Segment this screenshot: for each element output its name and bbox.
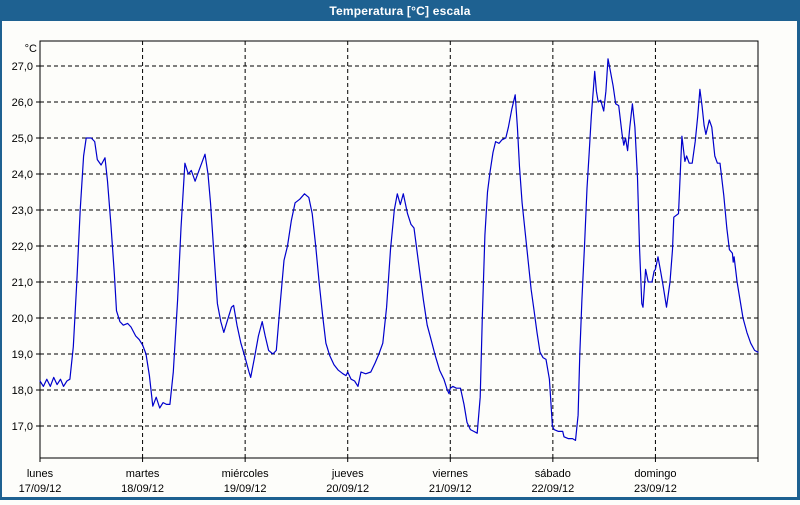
temperature-line xyxy=(39,58,759,441)
window-frame-left xyxy=(0,0,2,500)
y-axis-tick-label: 27,0 xyxy=(12,61,33,73)
y-axis-tick-label: 20,0 xyxy=(12,313,33,325)
x-axis-day-label: sábado xyxy=(535,468,571,480)
x-axis-date-label: 22/09/12 xyxy=(531,483,574,495)
x-axis-day-label: miércoles xyxy=(222,468,270,480)
y-axis-tick-label: 19,0 xyxy=(12,349,33,361)
y-axis-tick-label: 24,0 xyxy=(12,169,33,181)
window-frame-right xyxy=(797,0,800,500)
y-axis-tick-label: 23,0 xyxy=(12,205,33,217)
y-axis-tick-label: 18,0 xyxy=(12,385,33,397)
x-axis-date-label: 23/09/12 xyxy=(634,483,677,495)
x-axis-day-label: domingo xyxy=(634,468,676,480)
y-axis-tick-label: 26,0 xyxy=(12,97,33,109)
x-axis-date-label: 20/09/12 xyxy=(326,483,369,495)
x-axis-day-label: martes xyxy=(126,468,160,480)
x-axis-date-label: 19/09/12 xyxy=(224,483,267,495)
window-title: Temperatura [°C] escala xyxy=(329,3,471,18)
y-axis-tick-label: 25,0 xyxy=(12,133,33,145)
x-axis-day-label: jueves xyxy=(331,468,364,480)
x-axis-date-label: 18/09/12 xyxy=(121,483,164,495)
window-frame-bottom xyxy=(0,497,800,500)
y-axis-tick-label: 22,0 xyxy=(12,241,33,253)
y-axis-tick-label: 17,0 xyxy=(12,421,33,433)
axis-unit-label: °C xyxy=(25,43,37,55)
x-axis-day-label: lunes xyxy=(27,468,54,480)
x-axis-date-label: 17/09/12 xyxy=(19,483,62,495)
x-axis-date-label: 21/09/12 xyxy=(429,483,472,495)
chart-canvas: 27,0 26,0 25,0 24,0 23,0 22,0 21,0 20,0 19,0 18,0… xyxy=(12,40,759,495)
x-axis-day-label: viernes xyxy=(433,468,469,480)
y-axis-tick-label: 21,0 xyxy=(12,277,33,289)
temperature-chart: 27,0 26,0 25,0 24,0 23,0 22,0 21,0 20,0 19,0 18,0… xyxy=(0,21,800,500)
window-title-bar: Temperatura [°C] escala xyxy=(0,0,800,21)
plot-border xyxy=(39,40,759,459)
